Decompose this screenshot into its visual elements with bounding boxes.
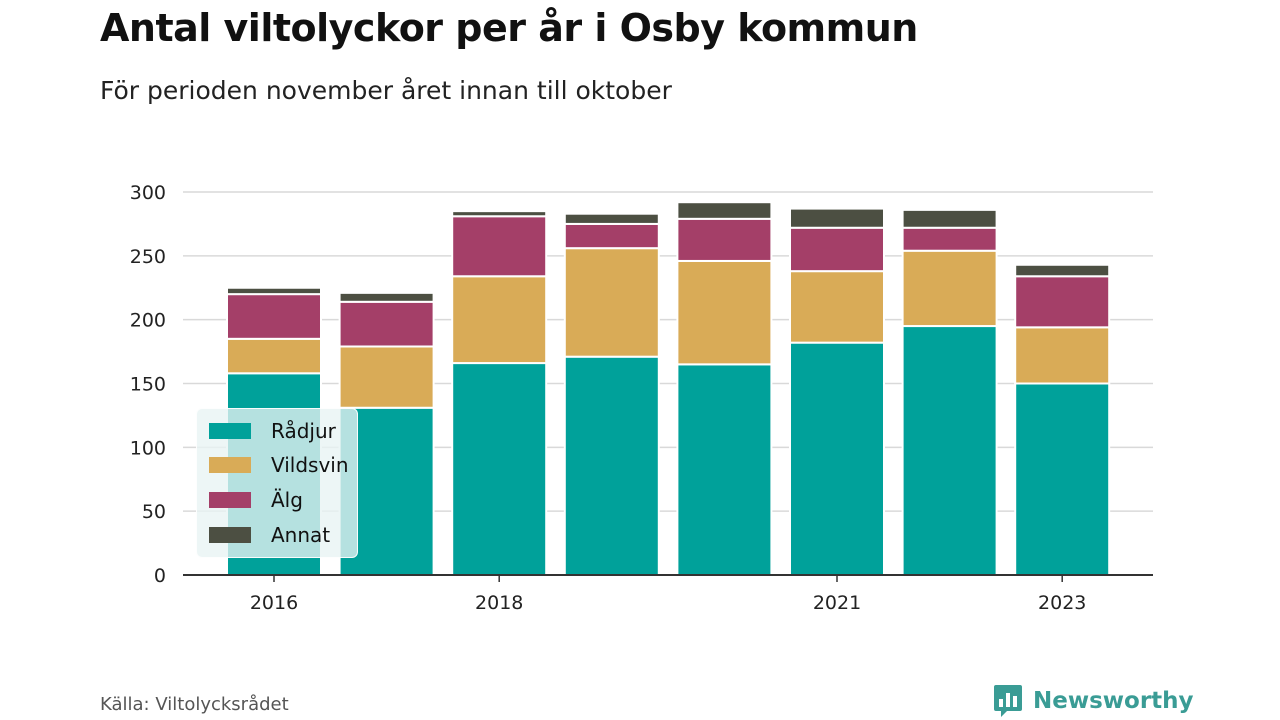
newsworthy-logo-icon [994,685,1022,717]
x-tick-label: 2021 [813,592,861,614]
bar-segment-alg [451,215,548,278]
bar-segment-vildsvin [563,247,660,358]
bar-segment-vildsvin [226,337,322,375]
bar-segment-vildsvin [676,259,773,366]
bar-segment-alg [789,226,885,273]
bar-segment-annat [338,291,435,303]
chart-subtitle: För perioden november året innan till ok… [100,76,672,105]
bar-segment-annat [676,201,773,220]
brand-logo: Newsworthy [993,683,1194,719]
legend-label: Annat [271,523,331,547]
bar-segment-vildsvin [338,345,435,409]
y-tick-label: 100 [130,437,166,459]
legend-item-radjur: Rådjur [209,416,336,446]
x-axis [183,574,1153,582]
bar-segment-annat [1014,263,1111,278]
legend-swatch [209,457,251,473]
y-tick-label: 0 [154,565,166,587]
y-axis-tick-labels: 0 50 100 150 200 250 300 [130,182,166,587]
x-tick-label: 2018 [475,592,523,614]
bar-segment-radjur [1014,382,1111,576]
x-axis-tick-labels: 2016 2018 2021 2023 [250,592,1087,614]
bar-segment-vildsvin [901,249,998,328]
bar-segment-radjur [676,363,773,576]
legend-label: Rådjur [271,419,336,443]
chart-legend: Rådjur Vildsvin Älg Annat [196,408,358,558]
chart-title: Antal viltolyckor per år i Osby kommun [100,6,918,50]
bar-segment-annat [901,208,998,229]
bar-segment-annat [563,212,660,225]
legend-label: Vildsvin [271,453,349,477]
bar-segment-alg [901,226,998,252]
legend-swatch [209,492,251,508]
legend-swatch [209,423,251,439]
bar-segment-vildsvin [451,275,548,365]
legend-swatch [209,527,251,543]
legend-item-annat: Annat [209,520,330,550]
bar-segment-radjur [563,355,660,576]
bar-segment-vildsvin [1014,326,1111,385]
y-tick-label: 250 [130,246,166,268]
bar-segment-alg [1014,275,1111,329]
bar-segment-annat [451,210,548,218]
bar-segment-alg [338,300,435,348]
y-tick-label: 300 [130,182,166,204]
legend-label: Älg [271,488,303,512]
bar-segment-radjur [789,341,885,576]
bar-segment-vildsvin [789,270,885,344]
bar-segment-alg [563,222,660,250]
x-tick-label: 2023 [1038,592,1086,614]
bar-segment-alg [676,217,773,262]
source-note: Källa: Viltolycksrådet [100,694,289,715]
legend-item-vildsvin: Vildsvin [209,450,349,480]
bar-segment-annat [789,207,885,229]
y-tick-label: 50 [142,501,166,523]
bar-segment-annat [226,286,322,296]
y-tick-label: 200 [130,310,166,332]
x-tick-label: 2016 [250,592,298,614]
y-tick-label: 150 [130,374,166,396]
brand-name: Newsworthy [1033,688,1194,714]
bar-segment-radjur [451,362,548,576]
bar-segment-radjur [901,325,998,576]
bar-segment-alg [226,293,322,340]
bars [226,201,1111,576]
legend-item-alg: Älg [209,485,303,515]
